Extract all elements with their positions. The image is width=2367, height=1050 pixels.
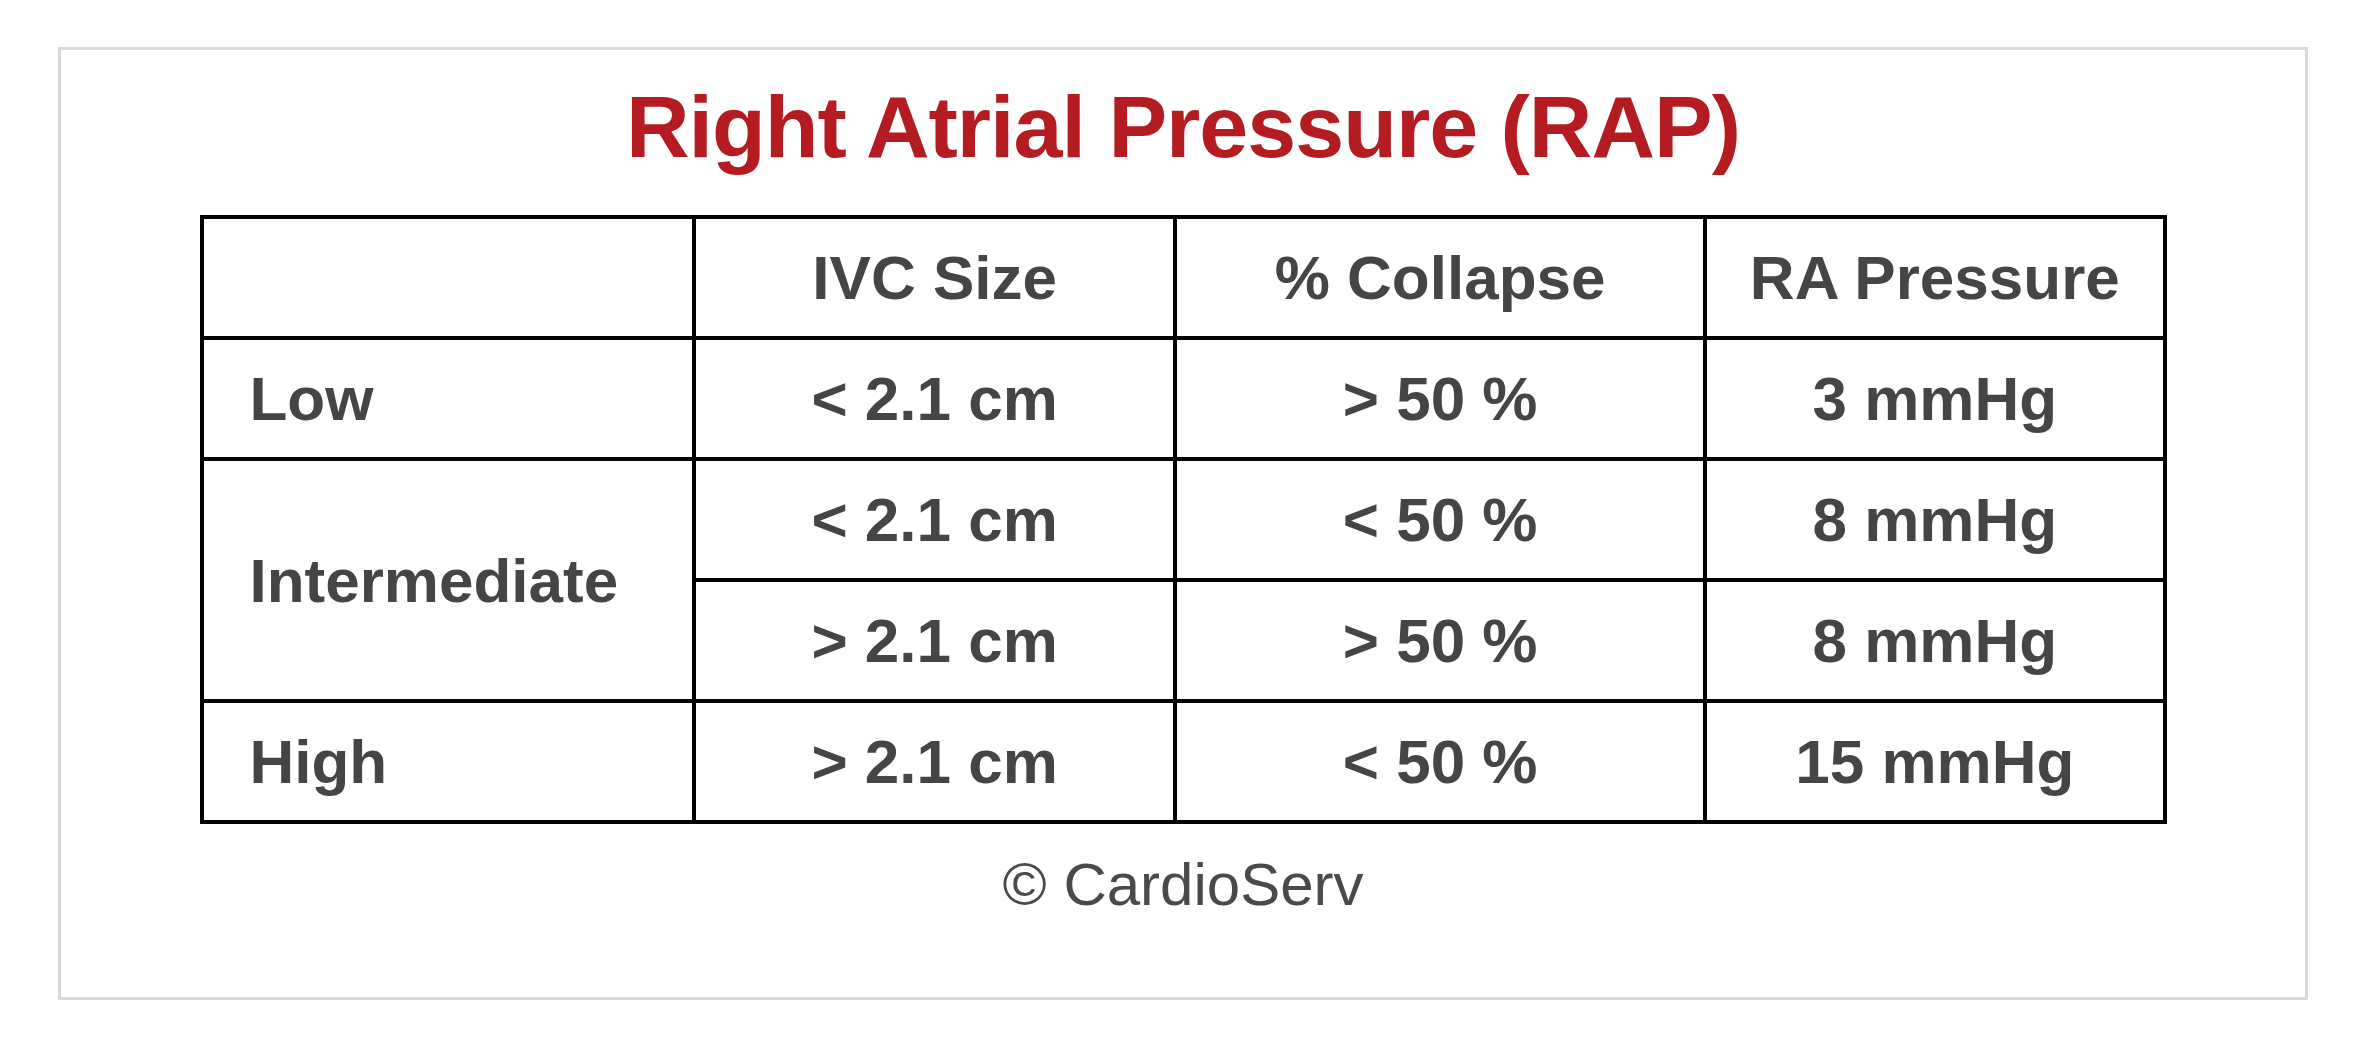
cell-high-collapse: < 50 %	[1175, 701, 1705, 822]
page-title: Right Atrial Pressure (RAP)	[61, 76, 2305, 177]
cell-low-ra-pressure: 3 mmHg	[1705, 338, 2164, 459]
cell-intermediate1-ra-pressure: 8 mmHg	[1705, 459, 2164, 580]
col-header-ra-pressure: RA Pressure	[1705, 217, 2164, 338]
cell-intermediate1-ivc-size: < 2.1 cm	[694, 459, 1175, 580]
card: Right Atrial Pressure (RAP) IVC Size % C…	[58, 47, 2308, 1000]
cell-high-ivc-size: > 2.1 cm	[694, 701, 1175, 822]
cell-intermediate1-collapse: < 50 %	[1175, 459, 1705, 580]
header-row: IVC Size % Collapse RA Pressure	[202, 217, 2165, 338]
copyright-text: © CardioServ	[61, 850, 2305, 919]
table-row-high: High > 2.1 cm < 50 % 15 mmHg	[202, 701, 2165, 822]
cell-intermediate2-ivc-size: > 2.1 cm	[694, 580, 1175, 701]
rap-table: IVC Size % Collapse RA Pressure Low < 2.…	[200, 215, 2167, 824]
col-header-empty	[202, 217, 695, 338]
col-header-ivc-size: IVC Size	[694, 217, 1175, 338]
row-label-intermediate: Intermediate	[202, 459, 695, 701]
row-label-high: High	[202, 701, 695, 822]
row-label-low: Low	[202, 338, 695, 459]
cell-intermediate2-ra-pressure: 8 mmHg	[1705, 580, 2164, 701]
cell-low-ivc-size: < 2.1 cm	[694, 338, 1175, 459]
cell-low-collapse: > 50 %	[1175, 338, 1705, 459]
table-row-intermediate-1: Intermediate < 2.1 cm < 50 % 8 mmHg	[202, 459, 2165, 580]
cell-high-ra-pressure: 15 mmHg	[1705, 701, 2164, 822]
cell-intermediate2-collapse: > 50 %	[1175, 580, 1705, 701]
table-row-low: Low < 2.1 cm > 50 % 3 mmHg	[202, 338, 2165, 459]
col-header-percent-collapse: % Collapse	[1175, 217, 1705, 338]
